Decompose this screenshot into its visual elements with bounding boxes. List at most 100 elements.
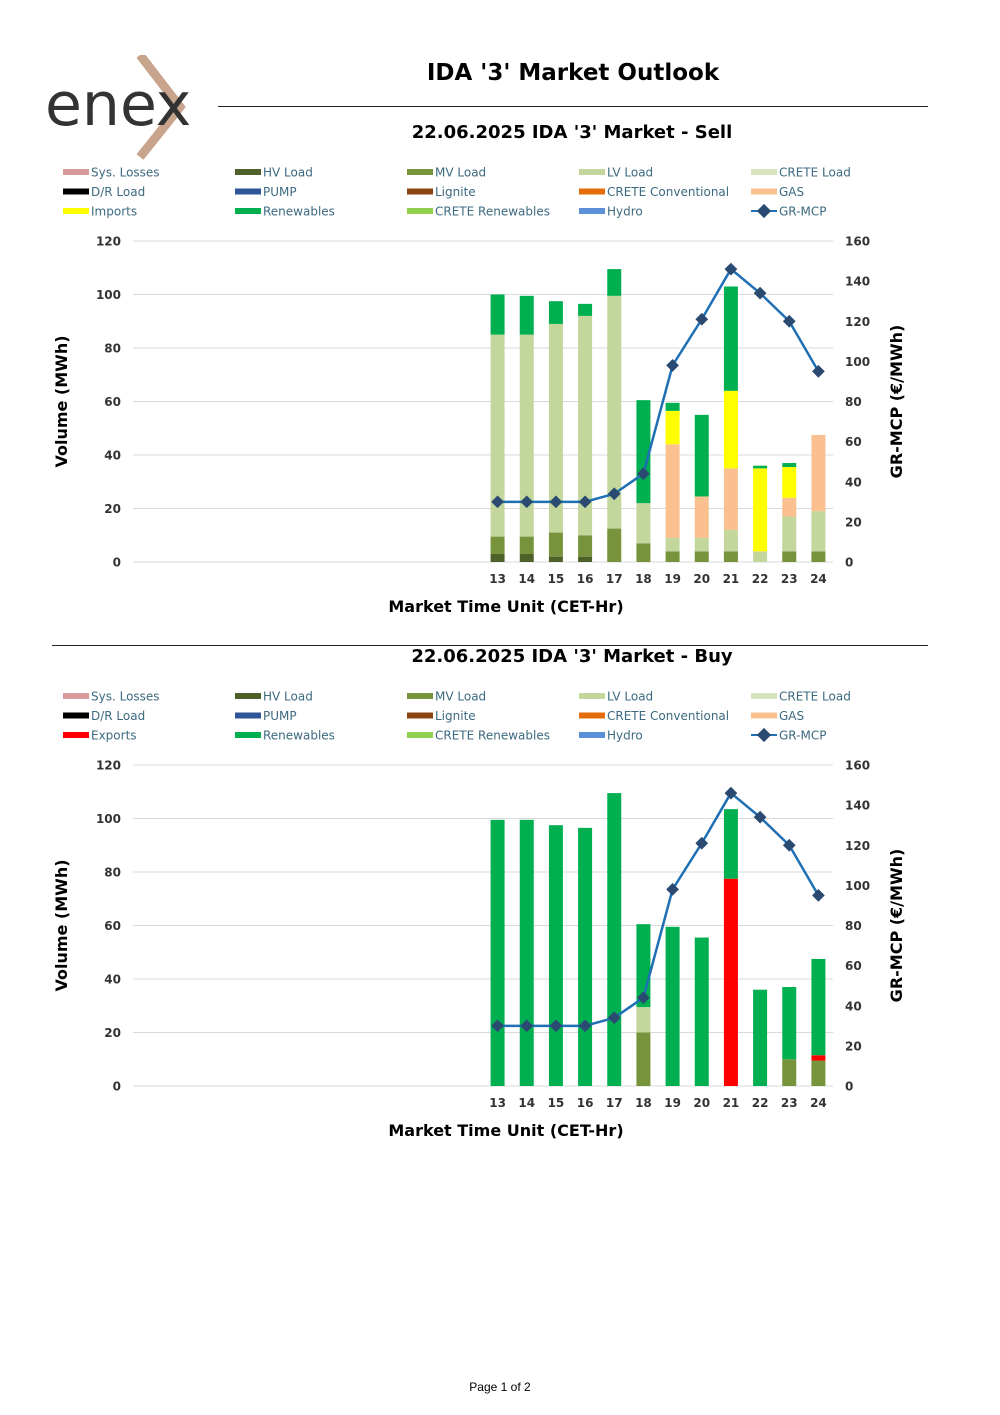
x-tick-label: 14 (518, 572, 535, 586)
legend-label: D/R Load (91, 185, 145, 199)
legend-swatch (235, 208, 261, 214)
legend-swatch (407, 732, 433, 738)
legend-item: LV Load (579, 690, 653, 704)
legend-swatch (751, 169, 777, 175)
legend-label: PUMP (263, 185, 297, 199)
legend-label: CRETE Load (779, 690, 851, 704)
legend-marker (756, 727, 772, 743)
legend-label: GR-MCP (779, 205, 826, 219)
legend-label: Lignite (435, 709, 476, 723)
chart-title: 22.06.2025 IDA '3' Market - Buy (411, 646, 733, 667)
bar-segment (665, 444, 680, 538)
legend-label: LV Load (607, 166, 653, 180)
legend-swatch (407, 169, 433, 175)
legend-item: CRETE Conventional (579, 709, 729, 723)
bar-segment (694, 414, 709, 497)
gr-mcp-point (812, 365, 825, 378)
legend-swatch (63, 169, 89, 175)
y2-tick-label: 60 (845, 959, 862, 973)
legend-item: D/R Load (63, 709, 145, 723)
legend-marker (756, 203, 772, 219)
title-divider (218, 106, 928, 107)
gr-mcp-point (695, 312, 709, 326)
y2-tick-label: 40 (845, 999, 862, 1013)
bar-segment (694, 937, 709, 1086)
bar-segment (694, 551, 709, 562)
legend-swatch (407, 188, 433, 195)
legend-swatch (235, 732, 261, 738)
legend-item: Lignite (407, 709, 476, 723)
bar-segment (782, 1059, 797, 1086)
bar-segment (723, 468, 738, 530)
y2-tick-label: 140 (845, 799, 870, 813)
bar-segment (548, 556, 563, 562)
bar-segment (753, 551, 768, 562)
gr-mcp-point (666, 883, 679, 896)
legend-item: CRETE Renewables (407, 205, 550, 219)
legend-swatch (579, 188, 605, 195)
legend-swatch (579, 732, 605, 738)
legend-item: MV Load (407, 690, 486, 704)
bar-segment (782, 497, 797, 517)
bar-segment (490, 334, 505, 537)
x-tick-label: 20 (693, 572, 710, 586)
bar-segment (753, 989, 768, 1086)
bar-segment (490, 819, 505, 1086)
x-tick-label: 21 (723, 1096, 740, 1110)
legend-item: Sys. Losses (63, 690, 160, 704)
bar-segment (811, 551, 826, 562)
bar-segment (753, 465, 768, 469)
legend-swatch (407, 693, 433, 699)
legend-item: Exports (63, 729, 137, 743)
bar-segment (490, 553, 505, 562)
bar-segment (548, 323, 563, 533)
legend-label: CRETE Conventional (607, 709, 729, 723)
y2-tick-label: 80 (845, 919, 862, 933)
legend-item: LV Load (579, 166, 653, 180)
legend-item: Hydro (579, 729, 643, 743)
gr-mcp-point (695, 836, 709, 850)
x-tick-label: 18 (635, 572, 652, 586)
bar-segment (782, 551, 797, 562)
bar-segment (811, 511, 826, 552)
legend-label: HV Load (263, 690, 313, 704)
legend-item: GR-MCP (751, 727, 826, 743)
y2-tick-label: 20 (845, 1039, 862, 1053)
gr-mcp-point (812, 889, 825, 902)
y-tick-label: 100 (96, 288, 121, 302)
legend-swatch (235, 693, 261, 699)
legend-swatch (579, 169, 605, 175)
bar-segment (723, 551, 738, 562)
x-tick-label: 15 (548, 1096, 565, 1110)
y2-tick-label: 40 (845, 475, 862, 489)
buy-chart: 22.06.2025 IDA '3' Market - Buy Sys. Loss… (52, 646, 906, 1140)
x-tick-label: 17 (606, 572, 623, 586)
y-tick-label: 0 (113, 1080, 121, 1094)
legend-label: CRETE Renewables (435, 205, 550, 219)
bar-segment (723, 390, 738, 469)
legend-label: Hydro (607, 729, 643, 743)
bar-segment (519, 819, 534, 1086)
x-tick-label: 15 (548, 572, 565, 586)
legend-item: GAS (751, 709, 804, 723)
bar-segment (607, 269, 622, 296)
legend-label: Renewables (263, 205, 335, 219)
y-tick-label: 0 (113, 556, 121, 570)
bar-segment (519, 536, 534, 554)
legend-swatch (751, 693, 777, 699)
y-tick-label: 40 (104, 973, 121, 987)
bar-segment (723, 809, 738, 879)
y2-tick-label: 100 (845, 355, 870, 369)
legend-item: CRETE Load (751, 690, 851, 704)
y2-tick-label: 120 (845, 839, 870, 853)
legend-item: HV Load (235, 166, 313, 180)
legend-swatch (579, 712, 605, 719)
bar-segment (578, 827, 593, 1086)
bar-segment (636, 503, 651, 544)
y2-tick-label: 60 (845, 435, 862, 449)
bar-segment (753, 468, 768, 552)
y2-tick-label: 120 (845, 315, 870, 329)
y-axis-label: Volume (MWh) (52, 859, 71, 991)
x-tick-label: 18 (635, 1096, 652, 1110)
bar-segment (548, 825, 563, 1086)
